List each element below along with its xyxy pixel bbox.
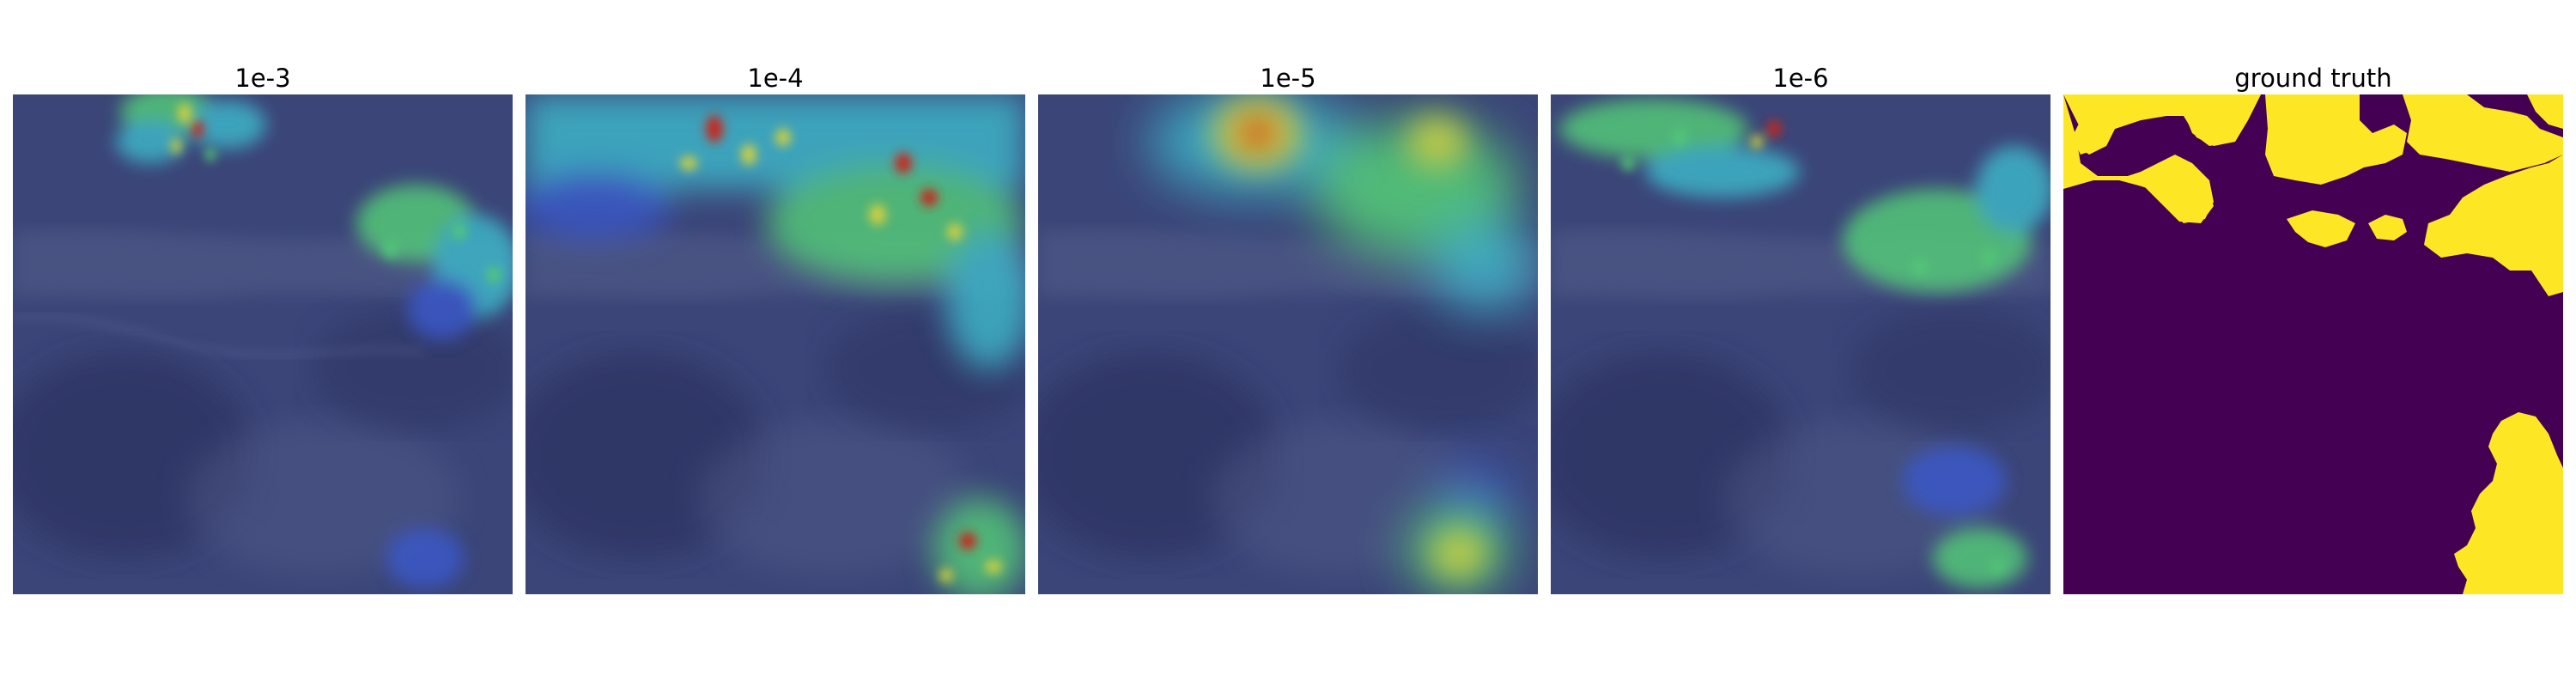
attention-overlay-image <box>1551 94 2050 594</box>
panel-title: 1e-6 <box>1772 64 1829 93</box>
mask-region-bottom-right <box>2454 412 2563 594</box>
mask-region-small-center <box>2287 210 2355 247</box>
mask-region-top-right-notch <box>2527 94 2563 129</box>
panel-1e-6: 1e-6 <box>1551 64 2050 613</box>
panel-title: 1e-5 <box>1260 64 1316 93</box>
attention-overlay-image <box>1038 94 1538 594</box>
mask-foreground-regions <box>2063 94 2563 594</box>
mask-region-right-large <box>2424 155 2563 296</box>
terrain-background <box>13 94 513 594</box>
panel-ground-truth: ground truth <box>2063 64 2563 613</box>
mask-region-top-right <box>2403 94 2563 172</box>
panel-1e-5: 1e-5 <box>1038 64 1538 613</box>
panel-title: ground truth <box>2234 64 2392 93</box>
attention-overlay-image <box>526 94 1025 594</box>
attention-overlay-image <box>13 94 513 594</box>
attention-heatmap <box>116 94 513 588</box>
attention-heatmap <box>526 94 1025 594</box>
panel-1e-4: 1e-4 <box>526 64 1025 613</box>
panel-title: 1e-4 <box>747 64 804 93</box>
mask-region-small-center-2 <box>2368 215 2407 240</box>
attention-heatmap <box>1150 94 1536 593</box>
mask-region-top-left-blob <box>2063 94 2261 223</box>
panel-1e-3: 1e-3 <box>13 64 513 613</box>
attention-heatmap <box>1559 99 2050 588</box>
segmentation-mask-image <box>2063 94 2563 594</box>
panel-title: 1e-3 <box>234 64 291 93</box>
mask-region-top-center <box>2265 94 2407 185</box>
